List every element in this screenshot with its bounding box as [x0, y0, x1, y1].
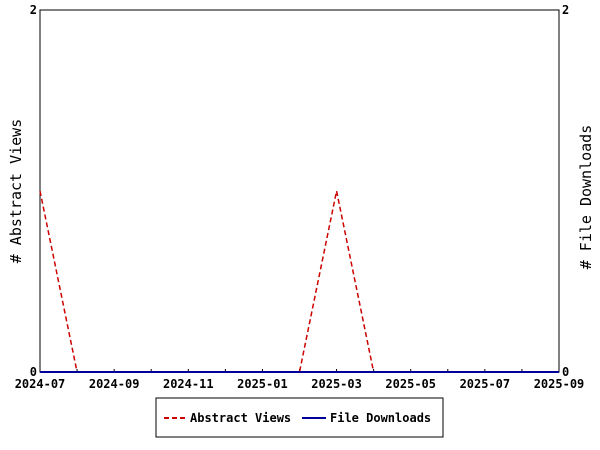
x-tick-label: 2024-09 [89, 377, 140, 391]
y-right-tick-label: 0 [562, 365, 569, 379]
y-axis-left-title: # Abstract Views [7, 119, 25, 264]
y-axis-right-title: # File Downloads [577, 125, 595, 270]
legend-label-file-downloads: File Downloads [330, 411, 431, 425]
legend: Abstract Views File Downloads [155, 397, 444, 438]
x-tick-label: 2025-03 [311, 377, 362, 391]
series-lines [39, 190, 559, 373]
y-axis-right-labels: 02 [562, 3, 569, 379]
x-tick-label: 2025-05 [385, 377, 436, 391]
x-tick-label: 2024-11 [163, 377, 214, 391]
y-axis-left-labels: 02 [30, 3, 37, 379]
y-left-tick-label: 2 [30, 3, 37, 17]
x-tick-label: 2024-07 [15, 377, 66, 391]
legend-box [155, 397, 444, 438]
y-left-tick-label: 0 [30, 365, 37, 379]
y-right-tick-label: 2 [562, 3, 569, 17]
x-tick-label: 2025-01 [237, 377, 288, 391]
plot-area [39, 9, 560, 373]
x-axis-labels: 2024-07 2024-09 2024-11 2025-01 2025-03 2025-… [15, 377, 585, 391]
x-tick-label: 2025-09 [534, 377, 585, 391]
x-tick-label: 2025-07 [460, 377, 511, 391]
legend-label-abstract-views: Abstract Views [190, 411, 291, 425]
